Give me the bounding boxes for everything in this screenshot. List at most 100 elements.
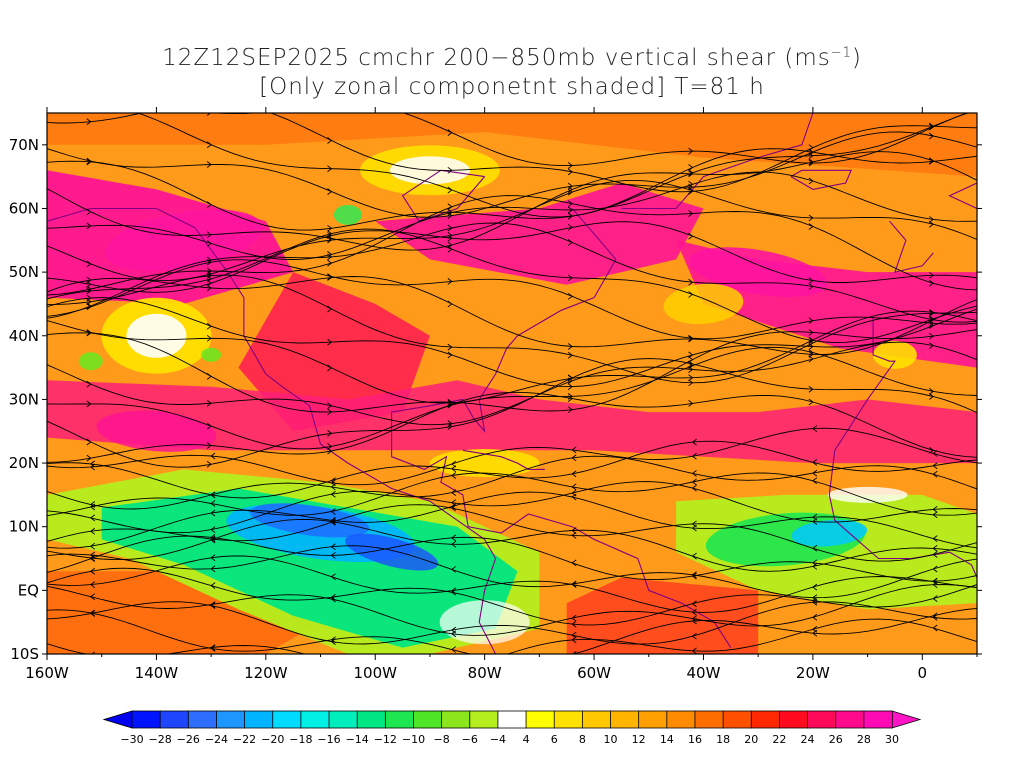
colorbar-swatch xyxy=(807,710,837,729)
streamline-arrow xyxy=(808,317,814,325)
colorbar-swatch xyxy=(356,710,387,729)
streamline-arrow xyxy=(210,554,216,562)
streamline-arrow xyxy=(932,551,938,558)
lon-label: 100W xyxy=(354,664,398,682)
streamline-arrow xyxy=(808,214,814,222)
title-superscript: −1 xyxy=(830,45,852,61)
shade-white-sahel xyxy=(827,486,908,503)
streamline-arrow xyxy=(447,277,453,285)
streamline-arrow xyxy=(330,573,336,581)
streamline-westerly-20 xyxy=(47,358,977,468)
streamline-arrow xyxy=(688,187,694,194)
streamline-arrow xyxy=(447,129,453,137)
streamline-arrow xyxy=(932,505,938,513)
streamline-arrow xyxy=(86,294,92,302)
colorbar-swatch xyxy=(131,710,161,729)
streamline-arrow xyxy=(447,232,453,239)
streamline-westerly-0 xyxy=(211,113,969,167)
shade-jet-core-subtrop xyxy=(96,410,217,452)
streamline-arrow xyxy=(327,251,333,258)
streamline-arrow xyxy=(688,180,694,188)
streamline-arrow xyxy=(571,493,577,501)
colorbar-label: −6 xyxy=(462,733,478,746)
streamline-arrow xyxy=(327,274,333,281)
streamline-arrow xyxy=(210,533,216,541)
shade-green-nepac-b xyxy=(201,347,222,362)
streamline-arrow xyxy=(447,224,453,232)
streamline-arrow xyxy=(571,581,577,588)
streamline-arrow xyxy=(452,668,456,674)
colorbar-label: 20 xyxy=(744,733,758,746)
colorbar-swatch xyxy=(610,710,640,729)
colorbar-swatch xyxy=(159,710,189,729)
streamline-arrow xyxy=(688,170,694,178)
streamline-arrow xyxy=(567,239,573,246)
coast-europe-africa xyxy=(828,316,977,578)
streamline-westerly-16 xyxy=(47,310,977,404)
colorbar-label: −30 xyxy=(120,733,143,746)
streamline-arrow xyxy=(691,552,697,560)
streamline-arrow xyxy=(567,200,573,208)
streamline-arrow xyxy=(451,534,457,542)
colorbar-label: 16 xyxy=(688,733,702,746)
streamline-arrow xyxy=(327,253,333,261)
streamline-arrow xyxy=(812,425,818,432)
streamline-arrow xyxy=(451,626,457,634)
streamline-arrow xyxy=(688,232,694,240)
streamline-arrow xyxy=(447,203,453,211)
streamline-arrow xyxy=(451,465,457,473)
shade-subtropical-jet xyxy=(47,380,977,464)
lon-label: 80W xyxy=(468,664,502,682)
streamline-arrow xyxy=(691,470,697,477)
streamline-arrow xyxy=(206,141,212,149)
colorbar-swatch xyxy=(187,710,218,729)
streamline-arrow xyxy=(688,335,694,343)
streamline-arrow xyxy=(808,177,814,185)
shade-blue-epac-core2 xyxy=(345,533,439,571)
streamline-arrow xyxy=(447,398,453,406)
streamline-arrow xyxy=(928,158,934,165)
streamline-arrow xyxy=(928,393,934,400)
streamline-arrow xyxy=(206,272,212,280)
streamline-arrow xyxy=(812,625,818,633)
shade-white-nepac xyxy=(126,313,187,358)
lon-label: 120W xyxy=(244,664,288,682)
streamline-arrow xyxy=(808,283,814,290)
streamline-arrow xyxy=(928,332,934,340)
streamline-arrow xyxy=(86,208,92,216)
streamline-arrow xyxy=(90,514,96,522)
colorbar-swatch xyxy=(750,710,781,729)
colorbar-label: −12 xyxy=(374,733,397,746)
latitude-axis: 70N 60N 50N 40N 30N 20N 10N EQ 10S xyxy=(9,136,982,663)
streamline-arrow xyxy=(86,380,92,388)
streamline-arrow xyxy=(932,462,938,470)
streamline-arrow xyxy=(812,477,818,485)
streamline-arrow xyxy=(567,274,573,282)
streamline-arrow xyxy=(86,400,92,408)
streamline-arrow xyxy=(90,463,96,471)
lat-label: 10N xyxy=(9,518,39,536)
lon-label: 0 xyxy=(918,664,928,682)
streamline-arrow xyxy=(571,470,577,478)
streamline-arrow xyxy=(567,162,573,169)
streamline-arrow xyxy=(932,595,938,602)
streamline-westerly-10 xyxy=(47,222,977,323)
streamline-arrow xyxy=(808,159,814,167)
streamline-arrow xyxy=(928,132,934,140)
streamline-arrow xyxy=(571,446,577,454)
streamline-arrow xyxy=(928,279,934,287)
streamline-easterly-34 xyxy=(47,584,977,636)
colorbar-label: 30 xyxy=(885,733,899,746)
streamline-arrow xyxy=(206,256,212,264)
streamline-easterly-36 xyxy=(47,607,977,654)
colorbar-label: 6 xyxy=(551,733,558,746)
streamline-arrow xyxy=(327,259,333,267)
streamline-arrow xyxy=(330,551,336,559)
shade-jet-core-natl xyxy=(689,247,828,297)
streamline-arrow xyxy=(691,617,697,625)
streamline-arrow xyxy=(567,395,573,402)
streamline-arrow xyxy=(567,168,573,176)
streamline-arrow xyxy=(812,513,818,521)
map-title-line1: 12Z12SEP2025 cmchr 200−850mb vertical sh… xyxy=(0,45,1024,71)
streamline-arrow xyxy=(327,273,333,280)
